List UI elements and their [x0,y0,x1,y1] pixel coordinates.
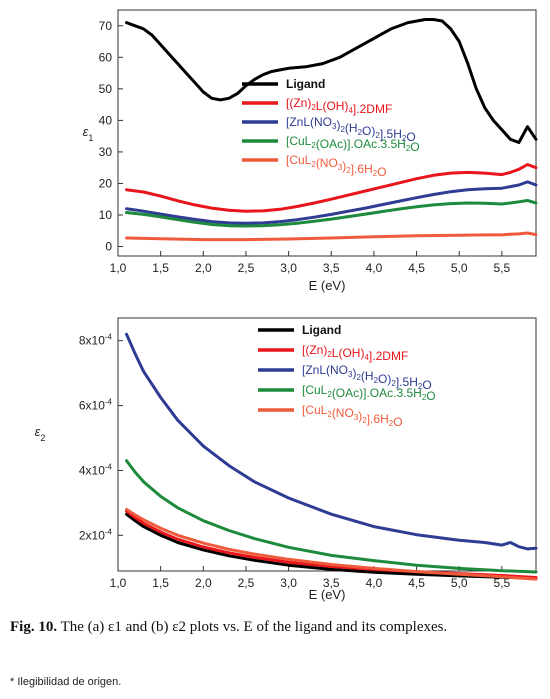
panel-b-xlabel: E (eV) [309,587,346,602]
panel-a-series [125,18,538,242]
x-tick-label: 2,0 [195,576,212,590]
caption-label: Fig. 10. [10,619,58,635]
series-line-2 [125,163,538,213]
x-tick-label: 4,5 [408,576,425,590]
series-line-3 [125,180,538,225]
legend-entry: [(Zn)2L(OH)4].2DMF [302,343,408,363]
x-tick-label: 2,0 [195,261,212,275]
x-tick-label: 2,5 [238,576,255,590]
panel-a-frame [117,9,537,257]
x-tick-label: 5,0 [451,576,468,590]
legend-entry: [CuL2(NO3)2].6H2O [302,403,403,429]
x-tick-label: 4,5 [408,261,425,275]
y-tick-label: 10 [99,208,113,222]
panel-b-epsilon2: 1,0 1,5 2,0 2,5 3,0 3,5 4,0 4,5 5,0 5,5 2x10-4 4x10… [35,317,538,602]
legend-entry: [CuL2(OAc)].OAc.3.5H2O [286,134,420,154]
legend-entry: [CuL2(NO3)2].6H2O [286,153,387,179]
x-tick-label: 4,0 [366,261,383,275]
y-tick-label: 6x10-4 [79,398,113,413]
panel-b-legend: Ligand [(Zn)2L(OH)4].2DMF[ZnL(NO3)2(H2O)2… [258,323,436,429]
x-tick-label: 3,5 [323,261,340,275]
panel-b-axes: 1,0 1,5 2,0 2,5 3,0 3,5 4,0 4,5 5,0 5,5 2x10-4 4x10… [79,333,511,590]
series-line-4 [125,459,538,574]
series-line-5 [125,507,538,581]
y-tick-label: 50 [99,82,113,96]
y-tick-label: 60 [99,50,113,64]
legend-entry: [CuL2(OAc)].OAc.3.5H2O [302,383,436,403]
y-tick-label: 2x10-4 [79,527,113,542]
panel-b-ylabel: ε2 [35,424,46,443]
source-note: * Ilegibilidad de origen. [10,676,122,688]
x-tick-label: 5,0 [451,261,468,275]
figure-canvas: 1,0 1,5 2,0 2,5 3,0 3,5 4,0 4,5 5,0 5,5 0 10 20 30 40 5… [35,9,538,602]
x-tick-label: 2,5 [238,261,255,275]
x-tick-label: 5,5 [494,261,511,275]
x-tick-label: 3,0 [280,576,297,590]
legend-entry: [(Zn)2L(OH)4].2DMF [286,96,392,116]
legend-entry: Ligand [286,77,325,91]
y-tick-label: 8x10-4 [79,333,113,348]
caption-text: The (a) ε1 and (b) ε2 plots vs. E of the… [57,619,448,635]
x-tick-label: 4,0 [366,576,383,590]
x-tick-label: 1,0 [110,261,127,275]
panel-a-epsilon1: 1,0 1,5 2,0 2,5 3,0 3,5 4,0 4,5 5,0 5,5 0 10 20 30 40 5… [83,9,538,293]
y-tick-label: 4x10-4 [79,462,113,477]
panel-a-axes: 1,0 1,5 2,0 2,5 3,0 3,5 4,0 4,5 5,0 5,5 0 10 20 30 40 5… [99,19,511,275]
y-tick-label: 20 [99,176,113,190]
series-line-4 [125,199,538,228]
legend-entry: [ZnL(NO3)2(H2O)2].5H2O [302,363,432,392]
y-tick-label: 70 [99,19,113,33]
panel-a-ylabel: ε1 [83,124,94,143]
x-tick-label: 1,5 [152,576,169,590]
series-line-1 [125,18,538,144]
x-tick-label: 1,0 [110,576,127,590]
series-line-1 [125,512,538,580]
panel-b-frame [117,317,537,572]
figure-caption: Fig. 10. The (a) ε1 and (b) ε2 plots vs.… [10,618,540,637]
panel-b-series [125,332,538,581]
x-tick-label: 1,5 [152,261,169,275]
legend-entry: Ligand [302,323,341,337]
x-tick-label: 3,5 [323,576,340,590]
y-tick-label: 30 [99,145,113,159]
x-tick-label: 3,0 [280,261,297,275]
panel-a-legend: Ligand [(Zn)2L(OH)4].2DMF[ZnL(NO3)2(H2O)2… [242,77,420,179]
y-tick-label: 40 [99,113,113,127]
y-tick-label: 0 [105,240,112,254]
panel-a-xlabel: E (eV) [309,278,346,293]
series-line-3 [125,332,538,551]
legend-entry: [ZnL(NO3)2(H2O)2].5H2O [286,115,416,144]
series-line-5 [125,231,538,242]
x-tick-label: 5,5 [494,576,511,590]
